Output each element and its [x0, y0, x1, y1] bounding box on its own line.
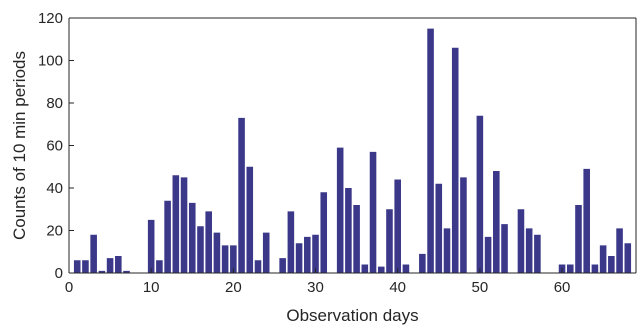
bar — [312, 234, 319, 273]
bar — [115, 256, 122, 273]
bar — [419, 253, 426, 273]
bar — [386, 209, 393, 273]
y-tick-label: 60 — [46, 138, 63, 155]
x-tick-label: 50 — [472, 279, 489, 296]
bar — [336, 147, 344, 273]
bar — [98, 270, 106, 273]
axes — [68, 17, 637, 274]
bar — [279, 258, 286, 273]
bar — [451, 47, 459, 273]
bar — [295, 243, 303, 273]
bar — [230, 245, 237, 273]
y-tick-label: 80 — [46, 95, 63, 112]
bar — [197, 226, 204, 273]
bar — [221, 245, 229, 273]
y-tick-label: 100 — [38, 53, 63, 70]
bar — [476, 115, 484, 273]
y-tick-label: 40 — [46, 180, 63, 197]
x-tick-label: 0 — [65, 279, 73, 296]
bar — [254, 260, 262, 273]
bar — [320, 192, 328, 273]
x-tick-label: 10 — [143, 279, 160, 296]
bar — [624, 243, 632, 273]
bar — [427, 28, 434, 273]
y-axis-label: Counts of 10 min periods — [10, 51, 29, 240]
bar — [156, 260, 163, 273]
bar — [566, 264, 574, 273]
bar — [147, 219, 155, 273]
x-axis-label: Observation days — [286, 306, 418, 325]
x-tick-label: 40 — [389, 279, 406, 296]
bar — [501, 224, 508, 273]
bar — [123, 270, 130, 273]
bar — [493, 171, 500, 273]
bar — [164, 200, 171, 273]
bar — [534, 234, 541, 273]
bar — [394, 179, 401, 273]
bar — [443, 228, 451, 273]
bar — [180, 177, 188, 273]
bar — [213, 232, 221, 273]
bar — [287, 211, 295, 273]
y-tick-label: 120 — [38, 10, 63, 27]
bar — [369, 151, 377, 273]
bar — [188, 202, 196, 273]
bar — [82, 260, 89, 273]
bar — [402, 264, 410, 273]
bar — [106, 258, 114, 273]
bar — [575, 205, 582, 273]
bar — [304, 236, 311, 273]
bar — [608, 256, 615, 273]
bar — [238, 117, 245, 273]
bar — [591, 264, 599, 273]
bar — [517, 209, 525, 273]
bar — [361, 264, 369, 273]
bar — [377, 266, 385, 273]
bar-series — [73, 28, 632, 273]
bar — [583, 168, 590, 273]
bar — [172, 175, 180, 273]
x-tick-label: 30 — [307, 279, 324, 296]
bar — [262, 232, 270, 273]
y-tick-label: 20 — [46, 223, 63, 240]
bar — [525, 228, 533, 273]
x-tick-label: 20 — [225, 279, 242, 296]
bar — [73, 260, 81, 273]
bar — [460, 177, 467, 273]
bar — [246, 166, 254, 273]
x-tick-label: 60 — [554, 279, 571, 296]
tick-labels: 0 10 20 30 40 50 60 0 20 40 60 80 100 120 — [38, 10, 570, 296]
bar — [205, 211, 212, 273]
bar — [345, 188, 352, 273]
bar — [616, 228, 623, 273]
bar — [484, 236, 492, 273]
bar — [599, 245, 607, 273]
y-tick-label: 0 — [55, 265, 63, 282]
bar — [353, 205, 360, 273]
bar — [435, 183, 443, 273]
bar — [90, 234, 97, 273]
